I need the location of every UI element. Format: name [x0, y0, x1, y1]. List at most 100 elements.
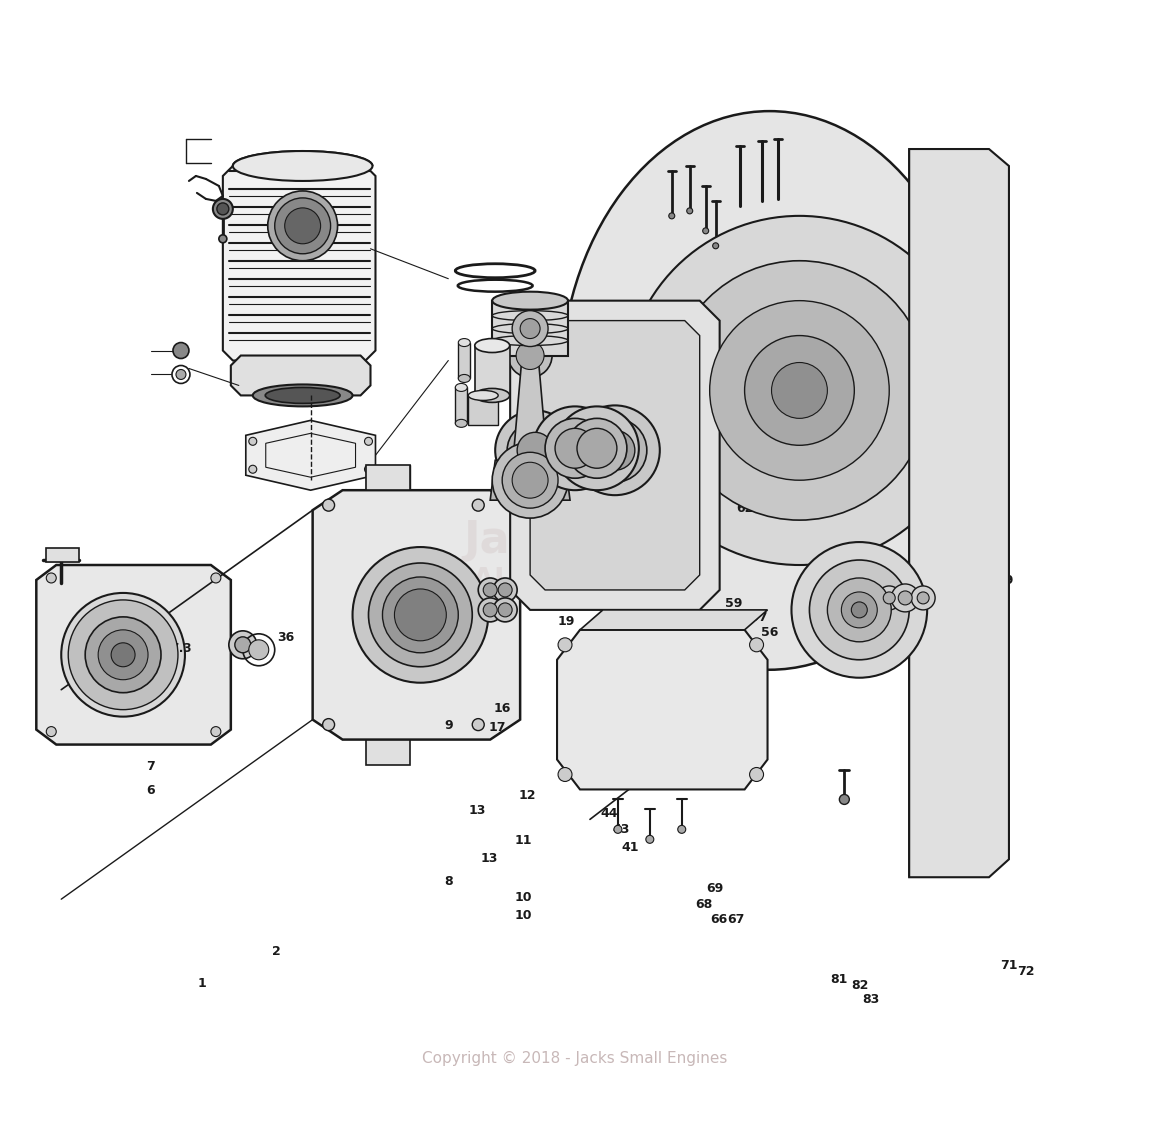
- Text: 82: 82: [851, 979, 868, 992]
- Circle shape: [567, 418, 627, 479]
- Polygon shape: [46, 548, 79, 562]
- Ellipse shape: [455, 420, 467, 428]
- Circle shape: [507, 422, 564, 479]
- Text: Copyright © 2018 - Jacks Small Engines: Copyright © 2018 - Jacks Small Engines: [422, 1051, 728, 1066]
- Text: 63: 63: [721, 479, 738, 492]
- Circle shape: [248, 640, 269, 660]
- Circle shape: [842, 592, 877, 628]
- Text: 76: 76: [911, 483, 928, 497]
- Circle shape: [112, 643, 135, 667]
- Circle shape: [248, 465, 256, 473]
- Polygon shape: [468, 396, 498, 425]
- Circle shape: [810, 560, 910, 660]
- Circle shape: [210, 573, 221, 583]
- Text: 58: 58: [729, 615, 746, 628]
- Text: 19: 19: [557, 615, 575, 628]
- Ellipse shape: [468, 390, 498, 400]
- Text: 36: 36: [277, 631, 294, 644]
- Text: 13: 13: [469, 804, 486, 816]
- Text: 37: 37: [162, 642, 179, 655]
- Polygon shape: [37, 565, 231, 745]
- Text: 2: 2: [273, 945, 281, 958]
- Polygon shape: [910, 149, 1009, 878]
- Circle shape: [614, 826, 622, 833]
- Circle shape: [353, 547, 489, 683]
- Text: 13: 13: [481, 853, 498, 865]
- Circle shape: [710, 301, 889, 480]
- Circle shape: [365, 465, 373, 473]
- Text: 57: 57: [750, 611, 767, 625]
- Circle shape: [577, 429, 616, 468]
- Circle shape: [508, 333, 552, 378]
- Text: 47: 47: [649, 717, 666, 729]
- Polygon shape: [512, 356, 549, 471]
- Text: 71: 71: [999, 958, 1018, 972]
- Circle shape: [545, 418, 605, 479]
- Circle shape: [669, 261, 929, 521]
- Circle shape: [478, 598, 503, 621]
- Circle shape: [496, 411, 575, 490]
- Circle shape: [911, 586, 935, 610]
- Text: 17: 17: [489, 721, 506, 734]
- Polygon shape: [246, 421, 376, 490]
- Text: 1: 1: [198, 976, 207, 990]
- Circle shape: [516, 341, 544, 370]
- Text: 10: 10: [515, 891, 532, 904]
- Polygon shape: [580, 610, 767, 629]
- Ellipse shape: [455, 383, 467, 391]
- Text: 44: 44: [600, 807, 619, 820]
- Text: 43: 43: [612, 823, 629, 836]
- Circle shape: [570, 405, 660, 496]
- Circle shape: [918, 592, 929, 604]
- Text: 20: 20: [656, 601, 673, 615]
- Text: 61: 61: [756, 492, 773, 506]
- Circle shape: [213, 198, 232, 219]
- Text: 6: 6: [146, 785, 155, 797]
- Text: 10: 10: [515, 909, 532, 922]
- Polygon shape: [231, 356, 370, 396]
- Text: 69: 69: [706, 882, 723, 895]
- Circle shape: [210, 727, 221, 737]
- Circle shape: [365, 438, 373, 446]
- Circle shape: [750, 768, 764, 781]
- Text: 11: 11: [515, 835, 532, 847]
- Circle shape: [323, 499, 335, 511]
- Circle shape: [891, 584, 919, 612]
- Circle shape: [558, 768, 572, 781]
- Text: 77: 77: [957, 556, 974, 569]
- Circle shape: [498, 603, 512, 617]
- Text: 78: 78: [974, 562, 991, 576]
- Text: 72: 72: [1017, 965, 1035, 979]
- Ellipse shape: [459, 339, 470, 347]
- Circle shape: [483, 603, 497, 617]
- Text: 9: 9: [445, 719, 453, 731]
- Text: SEE FIG.3: SEE FIG.3: [128, 642, 191, 655]
- Polygon shape: [366, 739, 411, 764]
- Polygon shape: [223, 166, 376, 361]
- Circle shape: [229, 631, 256, 659]
- Polygon shape: [475, 346, 511, 396]
- Circle shape: [46, 573, 56, 583]
- Circle shape: [383, 577, 459, 653]
- Ellipse shape: [475, 339, 509, 353]
- Polygon shape: [540, 460, 570, 500]
- Circle shape: [498, 583, 512, 596]
- Text: 66: 66: [710, 914, 727, 926]
- Ellipse shape: [475, 389, 509, 403]
- Ellipse shape: [232, 151, 373, 181]
- Circle shape: [268, 191, 338, 261]
- Ellipse shape: [459, 374, 470, 382]
- Text: 26: 26: [618, 551, 635, 565]
- Circle shape: [851, 602, 867, 618]
- Circle shape: [877, 586, 902, 610]
- Polygon shape: [366, 465, 411, 490]
- Text: 8: 8: [445, 875, 453, 888]
- Ellipse shape: [560, 111, 979, 670]
- Circle shape: [248, 438, 256, 446]
- Circle shape: [512, 463, 549, 498]
- Ellipse shape: [253, 384, 353, 406]
- Polygon shape: [492, 301, 568, 356]
- Circle shape: [772, 363, 827, 418]
- Circle shape: [218, 235, 227, 243]
- Polygon shape: [313, 490, 520, 739]
